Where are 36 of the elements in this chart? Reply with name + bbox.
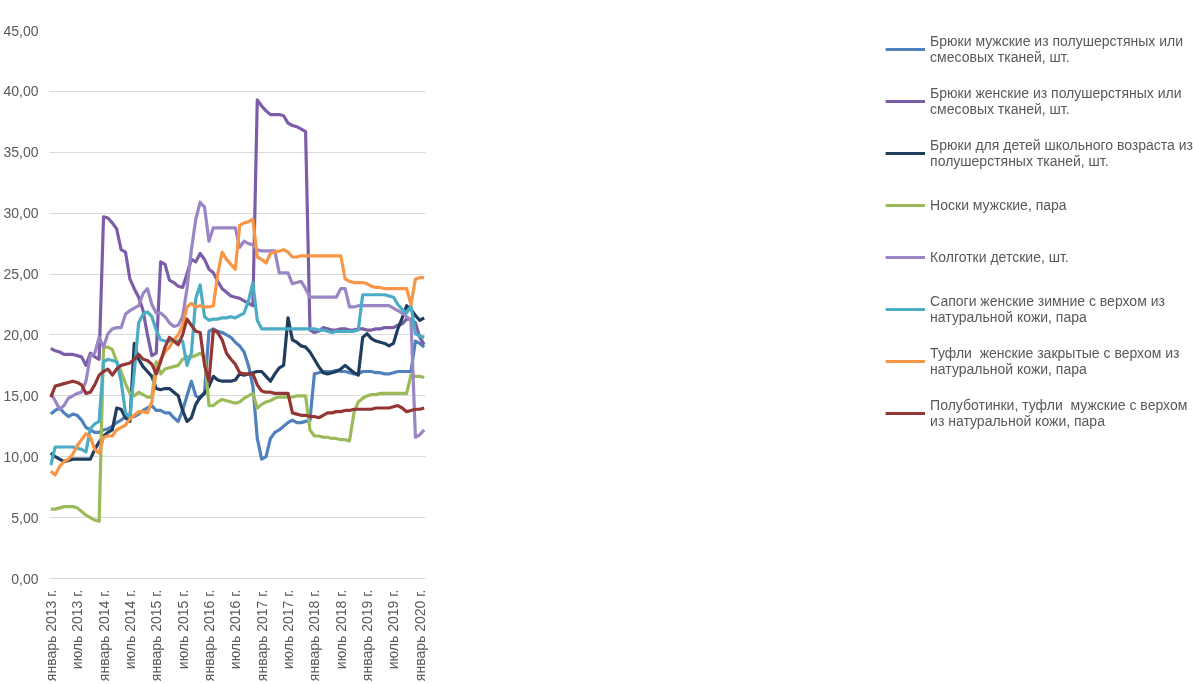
legend-label: Носки мужские, пара	[930, 196, 1067, 215]
y-tick-label: 35,00	[3, 144, 39, 161]
x-tick-label: июль 2014 г.	[121, 589, 138, 670]
legend-label: Брюки мужские из полушерстяных или смесовых тканей, шт.	[930, 32, 1183, 67]
line-series	[49, 317, 426, 420]
x-tick-label: январь 2020 г.	[411, 589, 428, 682]
y-tick-label: 45,00	[3, 22, 39, 39]
y-tick-label: 5,00	[11, 509, 39, 526]
x-tick-label: июль 2015 г.	[174, 589, 191, 670]
x-tick-label: июль 2018 г.	[332, 589, 349, 670]
line-series	[49, 200, 426, 439]
x-tick-label: июль 2016 г.	[227, 589, 244, 670]
y-tick-label: 0,00	[11, 570, 39, 587]
y-tick-label: 25,00	[3, 266, 39, 283]
y-tick-label: 10,00	[3, 448, 39, 465]
legend-label: Брюки для детей школьного возраста из полушерстяных тканей, шт.	[930, 136, 1193, 171]
legend-label: Полуботинки, туфли мужские с верхом из натуральной кожи, пара	[930, 396, 1188, 431]
x-tick-label: январь 2014 г.	[95, 589, 112, 682]
line-series	[49, 217, 426, 477]
x-tick-label: июль 2013 г.	[69, 589, 86, 670]
x-tick-label: июль 2019 г.	[385, 589, 402, 670]
y-tick-label: 30,00	[3, 205, 39, 222]
y-tick-label: 20,00	[3, 326, 39, 343]
y-tick-label: 15,00	[3, 387, 39, 404]
y-tick-label: 40,00	[3, 83, 39, 100]
x-tick-label: январь 2018 г.	[306, 589, 323, 682]
legend-label: Туфли женские закрытые с верхом из натуральной кожи, пара	[930, 344, 1180, 379]
x-tick-label: январь 2013 г.	[42, 589, 59, 682]
x-tick-label: январь 2015 г.	[148, 589, 165, 682]
x-tick-label: январь 2019 г.	[359, 589, 376, 682]
x-tick-label: июль 2017 г.	[280, 589, 297, 670]
legend-label: Колготки детские, шт.	[930, 248, 1069, 267]
legend-label: Брюки женские из полушерстяных или смесовых тканей, шт.	[930, 84, 1182, 119]
x-tick-label: январь 2017 г.	[253, 589, 270, 682]
x-tick-label: январь 2016 г.	[200, 589, 217, 682]
legend-label: Сапоги женские зимние с верхом из натуральной кожи, пара	[930, 292, 1165, 327]
